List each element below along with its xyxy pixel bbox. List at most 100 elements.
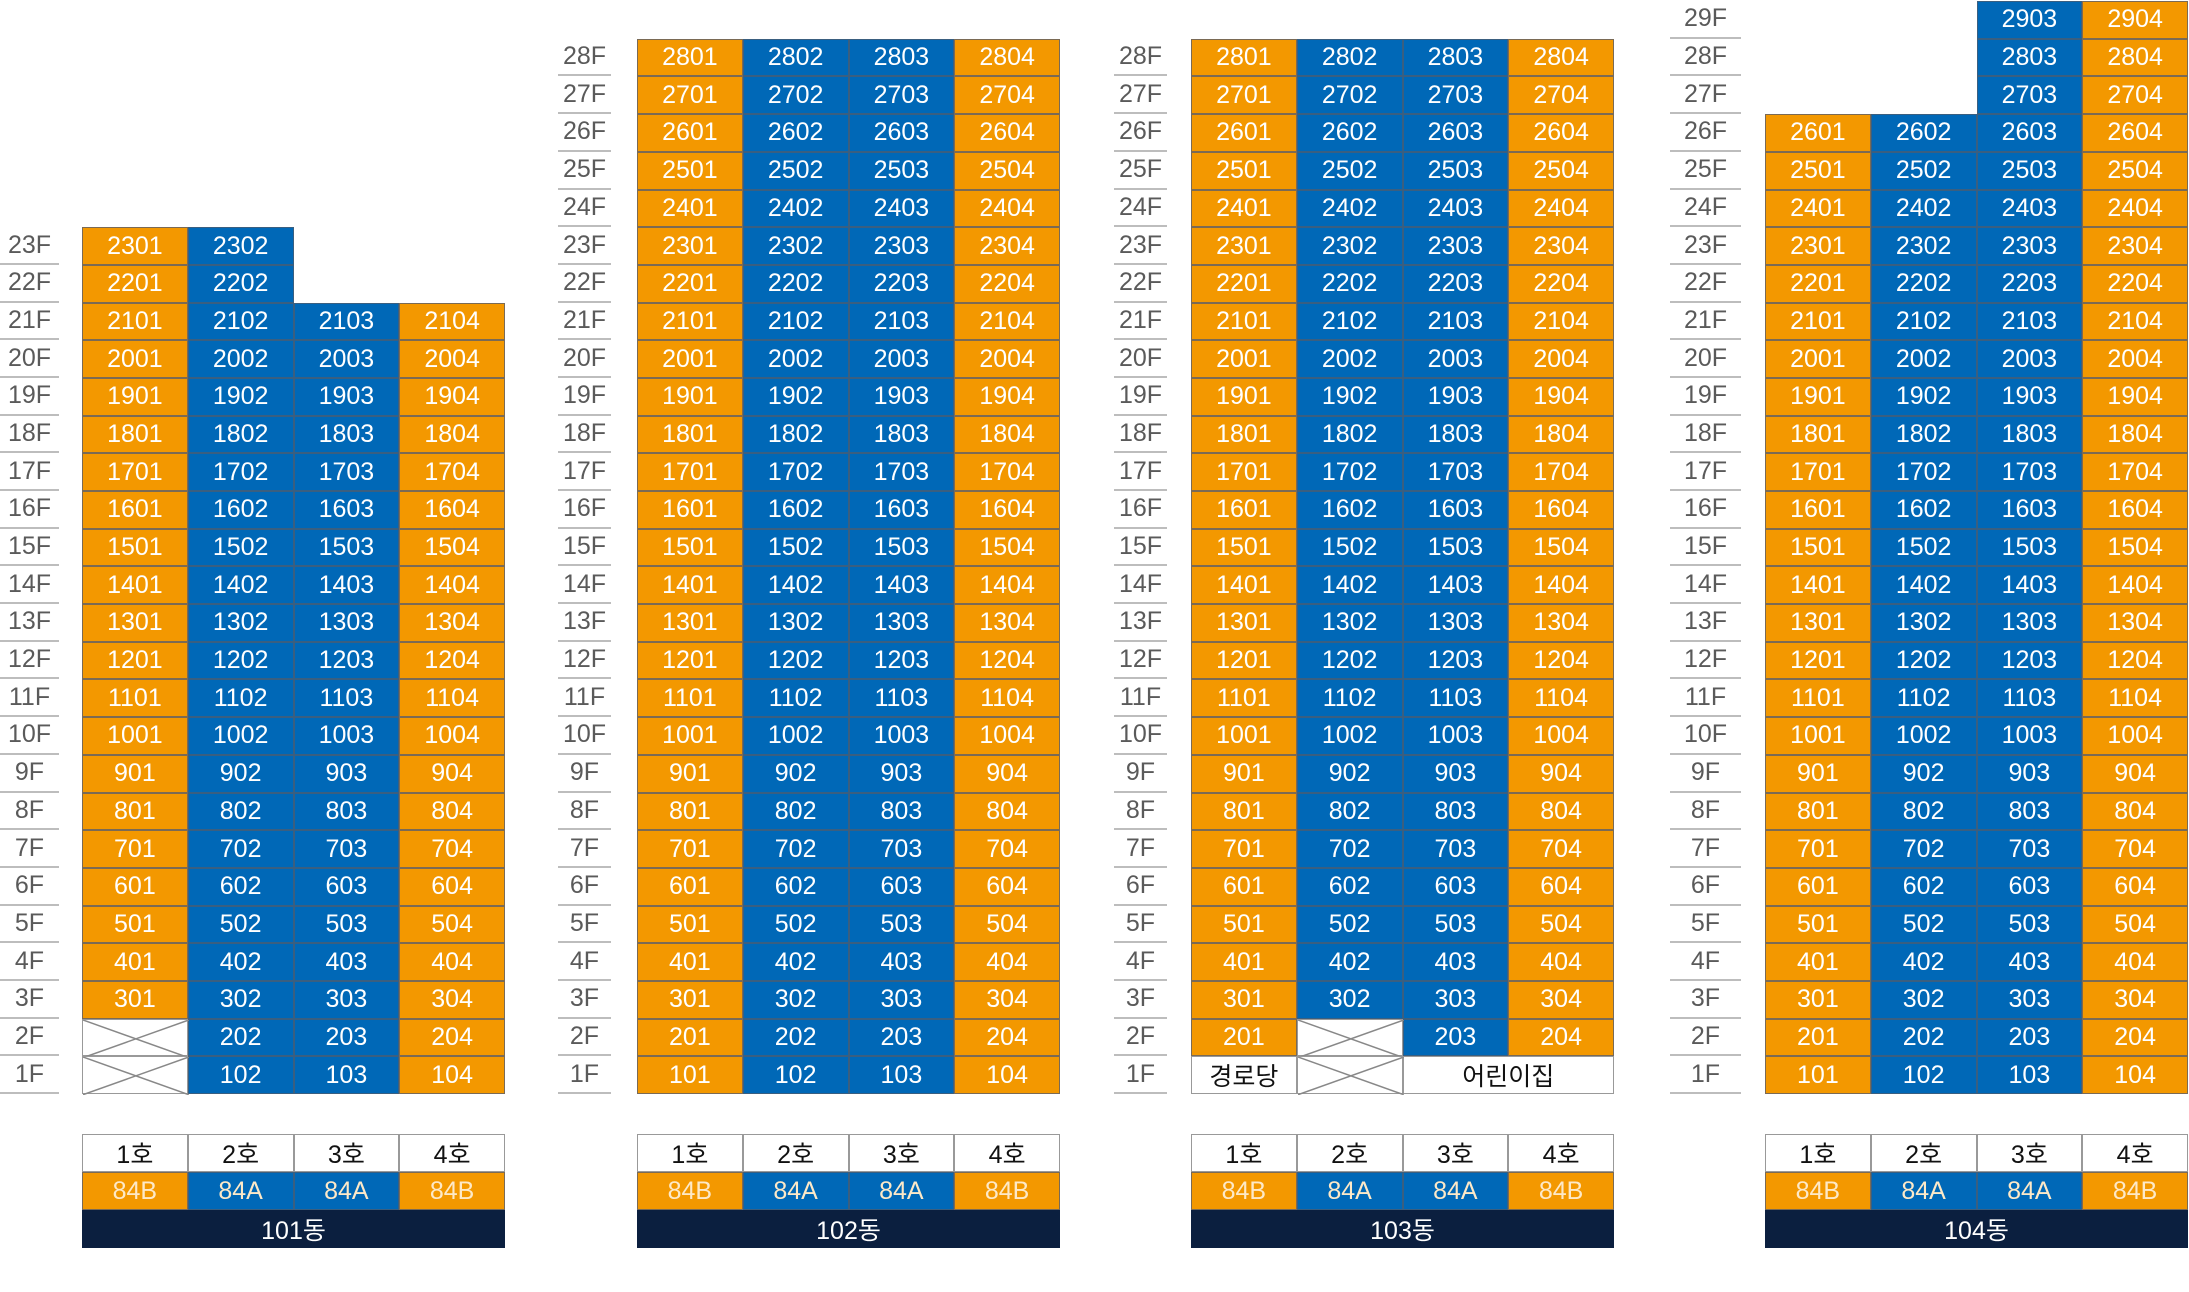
unit-cell[interactable]: 201 bbox=[637, 1018, 743, 1057]
unit-cell[interactable]: 1502 bbox=[1870, 528, 1977, 567]
unit-cell[interactable]: 2804 bbox=[2082, 38, 2188, 77]
unit-cell[interactable]: 1802 bbox=[742, 415, 849, 454]
unit-cell[interactable]: 2402 bbox=[742, 189, 849, 228]
unit-cell[interactable]: 1701 bbox=[82, 453, 188, 491]
unit-cell[interactable]: 2602 bbox=[1870, 114, 1977, 152]
unit-cell[interactable]: 203 bbox=[1976, 1018, 2083, 1057]
unit-cell[interactable]: 303 bbox=[1976, 980, 2083, 1019]
unit-cell[interactable]: 701 bbox=[82, 830, 188, 868]
unit-cell[interactable]: 1301 bbox=[637, 604, 743, 642]
unit-cell[interactable]: 2803 bbox=[848, 38, 955, 77]
unit-cell[interactable]: 401 bbox=[82, 943, 188, 981]
unit-cell[interactable]: 1903 bbox=[293, 377, 400, 416]
unit-cell[interactable]: 503 bbox=[1402, 905, 1509, 944]
unit-cell[interactable]: 603 bbox=[1402, 867, 1509, 906]
unit-cell[interactable]: 2701 bbox=[1191, 76, 1297, 115]
unit-cell[interactable]: 804 bbox=[1508, 792, 1614, 831]
unit-cell[interactable]: 202 bbox=[1870, 1018, 1977, 1057]
unit-cell[interactable]: 1203 bbox=[848, 641, 955, 680]
unit-cell[interactable]: 901 bbox=[82, 754, 188, 793]
unit-cell[interactable]: 904 bbox=[399, 754, 505, 793]
unit-cell[interactable]: 1803 bbox=[848, 415, 955, 454]
unit-cell[interactable]: 303 bbox=[293, 980, 400, 1019]
unit-cell[interactable]: 503 bbox=[1976, 905, 2083, 944]
unit-cell[interactable]: 404 bbox=[399, 943, 505, 981]
unit-cell[interactable]: 1404 bbox=[1508, 566, 1614, 605]
unit-cell[interactable]: 2304 bbox=[1508, 227, 1614, 265]
unit-cell[interactable]: 1302 bbox=[1296, 604, 1403, 642]
unit-cell[interactable]: 2204 bbox=[1508, 264, 1614, 303]
unit-cell[interactable]: 2003 bbox=[1402, 340, 1509, 378]
unit-cell[interactable]: 1902 bbox=[1870, 377, 1977, 416]
unit-cell[interactable]: 1703 bbox=[1402, 453, 1509, 491]
unit-cell[interactable]: 904 bbox=[954, 754, 1060, 793]
unit-cell[interactable]: 203 bbox=[1402, 1018, 1509, 1057]
unit-cell[interactable]: 304 bbox=[399, 980, 505, 1019]
unit-cell[interactable]: 2101 bbox=[82, 302, 188, 341]
unit-cell[interactable]: 1504 bbox=[2082, 528, 2188, 567]
unit-cell[interactable]: 1603 bbox=[293, 491, 400, 529]
unit-cell[interactable]: 601 bbox=[637, 867, 743, 906]
unit-cell[interactable]: 104 bbox=[954, 1056, 1060, 1094]
unit-cell[interactable]: 2502 bbox=[1870, 151, 1977, 190]
unit-cell[interactable]: 1401 bbox=[1191, 566, 1297, 605]
unit-cell[interactable]: 1903 bbox=[1976, 377, 2083, 416]
unit-cell[interactable]: 2601 bbox=[1765, 114, 1871, 152]
unit-cell[interactable]: 1302 bbox=[1870, 604, 1977, 642]
unit-cell[interactable]: 304 bbox=[954, 980, 1060, 1019]
unit-cell[interactable]: 1803 bbox=[293, 415, 400, 454]
unit-cell[interactable]: 2402 bbox=[1296, 189, 1403, 228]
unit-cell[interactable]: 1102 bbox=[1296, 679, 1403, 718]
unit-cell[interactable]: 902 bbox=[1870, 754, 1977, 793]
unit-cell[interactable]: 804 bbox=[399, 792, 505, 831]
unit-cell[interactable]: 2501 bbox=[1191, 151, 1297, 190]
unit-cell[interactable]: 502 bbox=[187, 905, 294, 944]
unit-cell[interactable]: 402 bbox=[742, 943, 849, 981]
unit-cell[interactable]: 604 bbox=[399, 867, 505, 906]
unit-cell[interactable]: 1802 bbox=[1296, 415, 1403, 454]
unit-cell[interactable]: 203 bbox=[293, 1018, 400, 1057]
unit-cell[interactable]: 2202 bbox=[1296, 264, 1403, 303]
unit-cell[interactable]: 101 bbox=[1765, 1056, 1871, 1094]
unit-cell[interactable]: 1403 bbox=[293, 566, 400, 605]
unit-cell[interactable]: 2104 bbox=[399, 302, 505, 341]
unit-cell[interactable]: 2301 bbox=[637, 227, 743, 265]
unit-cell[interactable]: 2104 bbox=[954, 302, 1060, 341]
unit-cell[interactable]: 1203 bbox=[1976, 641, 2083, 680]
unit-cell[interactable]: 2102 bbox=[1870, 302, 1977, 341]
unit-cell[interactable]: 701 bbox=[1765, 830, 1871, 868]
unit-cell[interactable]: 2703 bbox=[1402, 76, 1509, 115]
unit-cell[interactable]: 1402 bbox=[1870, 566, 1977, 605]
unit-cell[interactable]: 701 bbox=[1191, 830, 1297, 868]
unit-cell[interactable]: 104 bbox=[2082, 1056, 2188, 1094]
unit-cell[interactable]: 2203 bbox=[1976, 264, 2083, 303]
unit-cell[interactable]: 2103 bbox=[1976, 302, 2083, 341]
unit-cell[interactable]: 901 bbox=[1765, 754, 1871, 793]
unit-cell[interactable]: 1704 bbox=[2082, 453, 2188, 491]
unit-cell[interactable]: 1601 bbox=[82, 491, 188, 529]
unit-cell[interactable]: 204 bbox=[954, 1018, 1060, 1057]
unit-cell[interactable]: 1703 bbox=[1976, 453, 2083, 491]
unit-cell[interactable]: 1901 bbox=[1191, 377, 1297, 416]
unit-cell[interactable]: 2601 bbox=[1191, 114, 1297, 152]
unit-cell[interactable]: 1402 bbox=[1296, 566, 1403, 605]
unit-cell[interactable]: 1302 bbox=[742, 604, 849, 642]
unit-cell[interactable]: 1802 bbox=[1870, 415, 1977, 454]
unit-cell[interactable]: 1103 bbox=[1976, 679, 2083, 718]
unit-cell[interactable]: 2303 bbox=[1402, 227, 1509, 265]
unit-cell[interactable]: 302 bbox=[1870, 980, 1977, 1019]
unit-cell[interactable]: 2601 bbox=[637, 114, 743, 152]
unit-cell[interactable]: 1404 bbox=[399, 566, 505, 605]
unit-cell[interactable]: 602 bbox=[1870, 867, 1977, 906]
unit-cell[interactable]: 1801 bbox=[1191, 415, 1297, 454]
unit-cell[interactable]: 1502 bbox=[742, 528, 849, 567]
unit-cell[interactable]: 404 bbox=[954, 943, 1060, 981]
unit-cell[interactable]: 1501 bbox=[1765, 528, 1871, 567]
unit-cell[interactable]: 604 bbox=[954, 867, 1060, 906]
unit-cell[interactable]: 2202 bbox=[187, 264, 294, 303]
unit-cell[interactable]: 2102 bbox=[742, 302, 849, 341]
unit-cell[interactable]: 802 bbox=[187, 792, 294, 831]
unit-cell[interactable]: 1101 bbox=[1191, 679, 1297, 718]
unit-cell[interactable]: 902 bbox=[742, 754, 849, 793]
unit-cell[interactable]: 1702 bbox=[1296, 453, 1403, 491]
